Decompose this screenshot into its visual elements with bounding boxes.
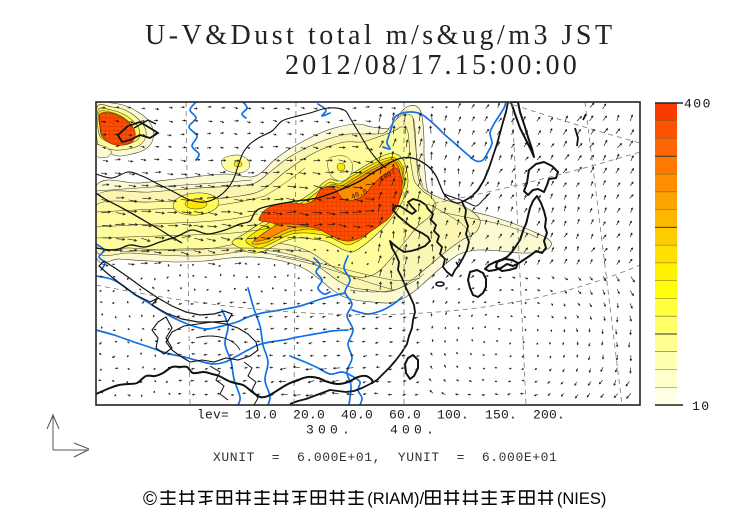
svg-text:(RIAM)/: (RIAM)/ bbox=[367, 490, 424, 508]
svg-text:400: 400 bbox=[684, 97, 712, 112]
svg-text:XUNIT = 6.000E+01, YUNIT =: XUNIT = 6.000E+01, YUNIT = 6.000E+01 bbox=[213, 450, 557, 465]
svg-text:U-V&Dust total m/s&ug/m3 JST: U-V&Dust total m/s&ug/m3 JST bbox=[145, 20, 616, 51]
svg-text:300. 400.: 300. 400. bbox=[306, 423, 438, 438]
svg-text:10: 10 bbox=[692, 399, 711, 414]
svg-text:2012/08/17.15:00:00: 2012/08/17.15:00:00 bbox=[285, 50, 580, 81]
svg-text:lev= 10.0 20.0 40.0 60.0: lev= 10.0 20.0 40.0 60.0 100. 150. 200. bbox=[197, 408, 565, 423]
svg-text:©: © bbox=[143, 489, 157, 510]
svg-text:(NIES): (NIES) bbox=[557, 490, 607, 508]
